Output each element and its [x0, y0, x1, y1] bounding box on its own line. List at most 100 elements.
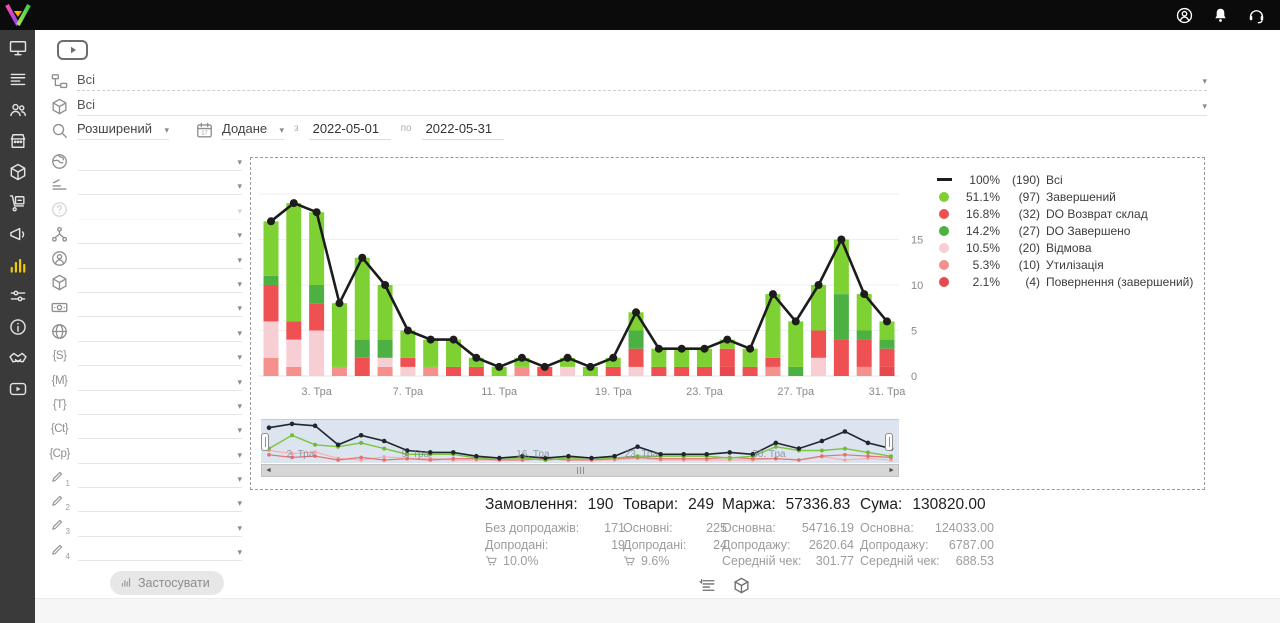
- filter-row-16: 3 ▾: [50, 517, 242, 537]
- sidebar-item-supply[interactable]: [8, 193, 28, 213]
- app-logo[interactable]: [0, 0, 35, 30]
- group-select-1[interactable]: Всі ▾: [77, 72, 1207, 91]
- sidebar-item-info[interactable]: [8, 317, 28, 337]
- filter-select-6[interactable]: ▾: [78, 273, 242, 293]
- scroll-grip[interactable]: [579, 467, 581, 474]
- chevron-down-icon: ▾: [237, 303, 242, 314]
- date-to-input[interactable]: 2022-05-31: [421, 121, 504, 140]
- svg-text:7. Тра: 7. Тра: [393, 386, 424, 398]
- apply-button[interactable]: Застосувати: [110, 571, 224, 595]
- stat-sub-row: Допродані: 19: [485, 537, 625, 552]
- legend-count: (32): [1018, 206, 1040, 221]
- filter-select-14[interactable]: ▾: [78, 468, 242, 489]
- group-select-2[interactable]: Всі ▾: [77, 97, 1207, 116]
- legend-item-2[interactable]: 51.1% (97) Завершений: [936, 188, 1198, 205]
- cart-icon: [485, 554, 499, 568]
- filter-row-1: ▾: [50, 151, 242, 171]
- chevron-down-icon: ▾: [237, 474, 242, 485]
- group-filter-row-2: Всі ▾: [50, 93, 1207, 116]
- sidebar-item-orders[interactable]: [8, 69, 28, 89]
- search-mode-select[interactable]: Розширений ▾: [77, 121, 169, 140]
- legend-item-6[interactable]: 5.3% (10) Утилізація: [936, 256, 1198, 273]
- sidebar-item-partners[interactable]: [8, 348, 28, 368]
- cart-percent: 9.6%: [641, 554, 670, 568]
- product-view-toggle-icon[interactable]: [732, 576, 751, 595]
- sidebar-item-products[interactable]: [8, 162, 28, 182]
- svg-text:19. Тра: 19. Тра: [595, 386, 633, 398]
- date-field-value: Додане: [222, 120, 268, 136]
- filter-row-6: ▾: [50, 273, 242, 293]
- filter-select-11[interactable]: ▾: [78, 395, 242, 415]
- legend-dot-marker: [936, 208, 952, 219]
- bell-icon[interactable]: [1211, 6, 1230, 25]
- web-icon: [50, 322, 69, 341]
- sidebar-item-settings[interactable]: [8, 286, 28, 306]
- logo-icon: [4, 3, 31, 26]
- svg-text:0: 0: [911, 371, 917, 383]
- filter-select-12[interactable]: ▾: [78, 419, 242, 440]
- legend-item-4[interactable]: 14.2% (27) DO Завершено: [936, 222, 1198, 239]
- chevron-down-icon: ▾: [237, 449, 242, 460]
- date-from-input[interactable]: 2022-05-01: [308, 121, 391, 140]
- filter-select-17[interactable]: ▾: [78, 541, 242, 562]
- legend-percent: 2.1%: [972, 274, 1000, 289]
- filter-select-15[interactable]: ▾: [78, 492, 242, 513]
- legend-item-3[interactable]: 16.8% (32) DO Возврат склад: [936, 205, 1198, 222]
- stat-column-sum: Сума: 130820.00 Основна: 124033.00 Допродажу…: [860, 496, 994, 570]
- date-field-select[interactable]: Додане ▾: [222, 121, 284, 140]
- sidebar-item-marketing[interactable]: [8, 224, 28, 244]
- filter-select-7[interactable]: ▾: [78, 297, 242, 318]
- chevron-down-icon: ▾: [1202, 101, 1207, 111]
- filter-select-9[interactable]: ▾: [78, 346, 242, 367]
- navigator-handle-left[interactable]: [261, 433, 269, 451]
- svg-text:31. Тра: 31. Тра: [869, 386, 907, 398]
- video-help-button[interactable]: [57, 40, 88, 60]
- filter-select-13[interactable]: ▾: [78, 444, 242, 464]
- list-view-toggle-icon[interactable]: [698, 576, 717, 595]
- topbar: [0, 0, 1280, 30]
- brace-cp-icon: {Cp}: [49, 447, 70, 460]
- filter-select-10[interactable]: ▾: [78, 371, 242, 391]
- filter-select-5[interactable]: ▾: [78, 249, 242, 269]
- user-icon[interactable]: [1175, 6, 1194, 25]
- stat-sub-row: Середній чек: 301.77: [722, 554, 854, 568]
- legend-item-7[interactable]: 2.1% (4) Повернення (завершений): [936, 273, 1198, 290]
- chevron-down-icon: ▾: [279, 124, 284, 135]
- navigator-handle-right[interactable]: [885, 433, 893, 451]
- filter-select-4[interactable]: ▾: [78, 224, 242, 245]
- sidebar-item-video[interactable]: [8, 379, 28, 399]
- sidebar-item-dashboard[interactable]: [8, 38, 28, 58]
- filter-select-1[interactable]: ▾: [78, 151, 242, 171]
- chart-navigator[interactable]: 2. Тра 9. Тра 16. Тра 23. Тра 30. Тра: [261, 419, 899, 463]
- main-content: Всі ▾ Всі ▾ Розширений ▾ 17 Додане ▾ з 2…: [35, 30, 1280, 623]
- chevron-down-icon: ▾: [237, 547, 242, 558]
- headset-icon[interactable]: [1247, 6, 1266, 25]
- pencil-3-icon: 3: [50, 517, 70, 536]
- legend-dot-marker: [936, 225, 952, 236]
- apply-button-label: Застосувати: [138, 576, 210, 590]
- money-icon: [50, 298, 69, 317]
- filter-select-16[interactable]: ▾: [78, 517, 242, 537]
- chevron-down-icon: ▾: [237, 205, 242, 216]
- sidebar-item-clients[interactable]: [8, 100, 28, 120]
- legend-dot-marker: [936, 242, 952, 253]
- earth-icon: [50, 152, 69, 171]
- stat-value: 249: [688, 496, 715, 513]
- legend-count: (190): [1011, 172, 1040, 187]
- legend-item-5[interactable]: 10.5% (20) Відмова: [936, 239, 1198, 256]
- filter-select-2[interactable]: ▾: [78, 175, 242, 196]
- hierarchy-icon: [50, 225, 69, 244]
- group-select-1-value: Всі: [77, 72, 96, 87]
- sidebar-item-statistics[interactable]: [8, 255, 28, 275]
- stat-sub-row: Допродажу: 6787.00: [860, 537, 994, 552]
- stat-cart-row: 10.0%: [485, 553, 625, 570]
- scroll-left-arrow[interactable]: ◄: [265, 467, 272, 474]
- search-icon: [50, 121, 69, 140]
- scroll-right-arrow[interactable]: ►: [888, 467, 895, 474]
- stat-value: 57336.83: [785, 496, 851, 513]
- chart-scrollbar[interactable]: ◄ ►: [261, 464, 899, 477]
- legend-percent: 51.1%: [965, 189, 1000, 204]
- sidebar-item-store[interactable]: [8, 131, 28, 151]
- legend-item-1[interactable]: 100% (190) Всі: [936, 171, 1198, 188]
- filter-select-8[interactable]: ▾: [78, 322, 242, 342]
